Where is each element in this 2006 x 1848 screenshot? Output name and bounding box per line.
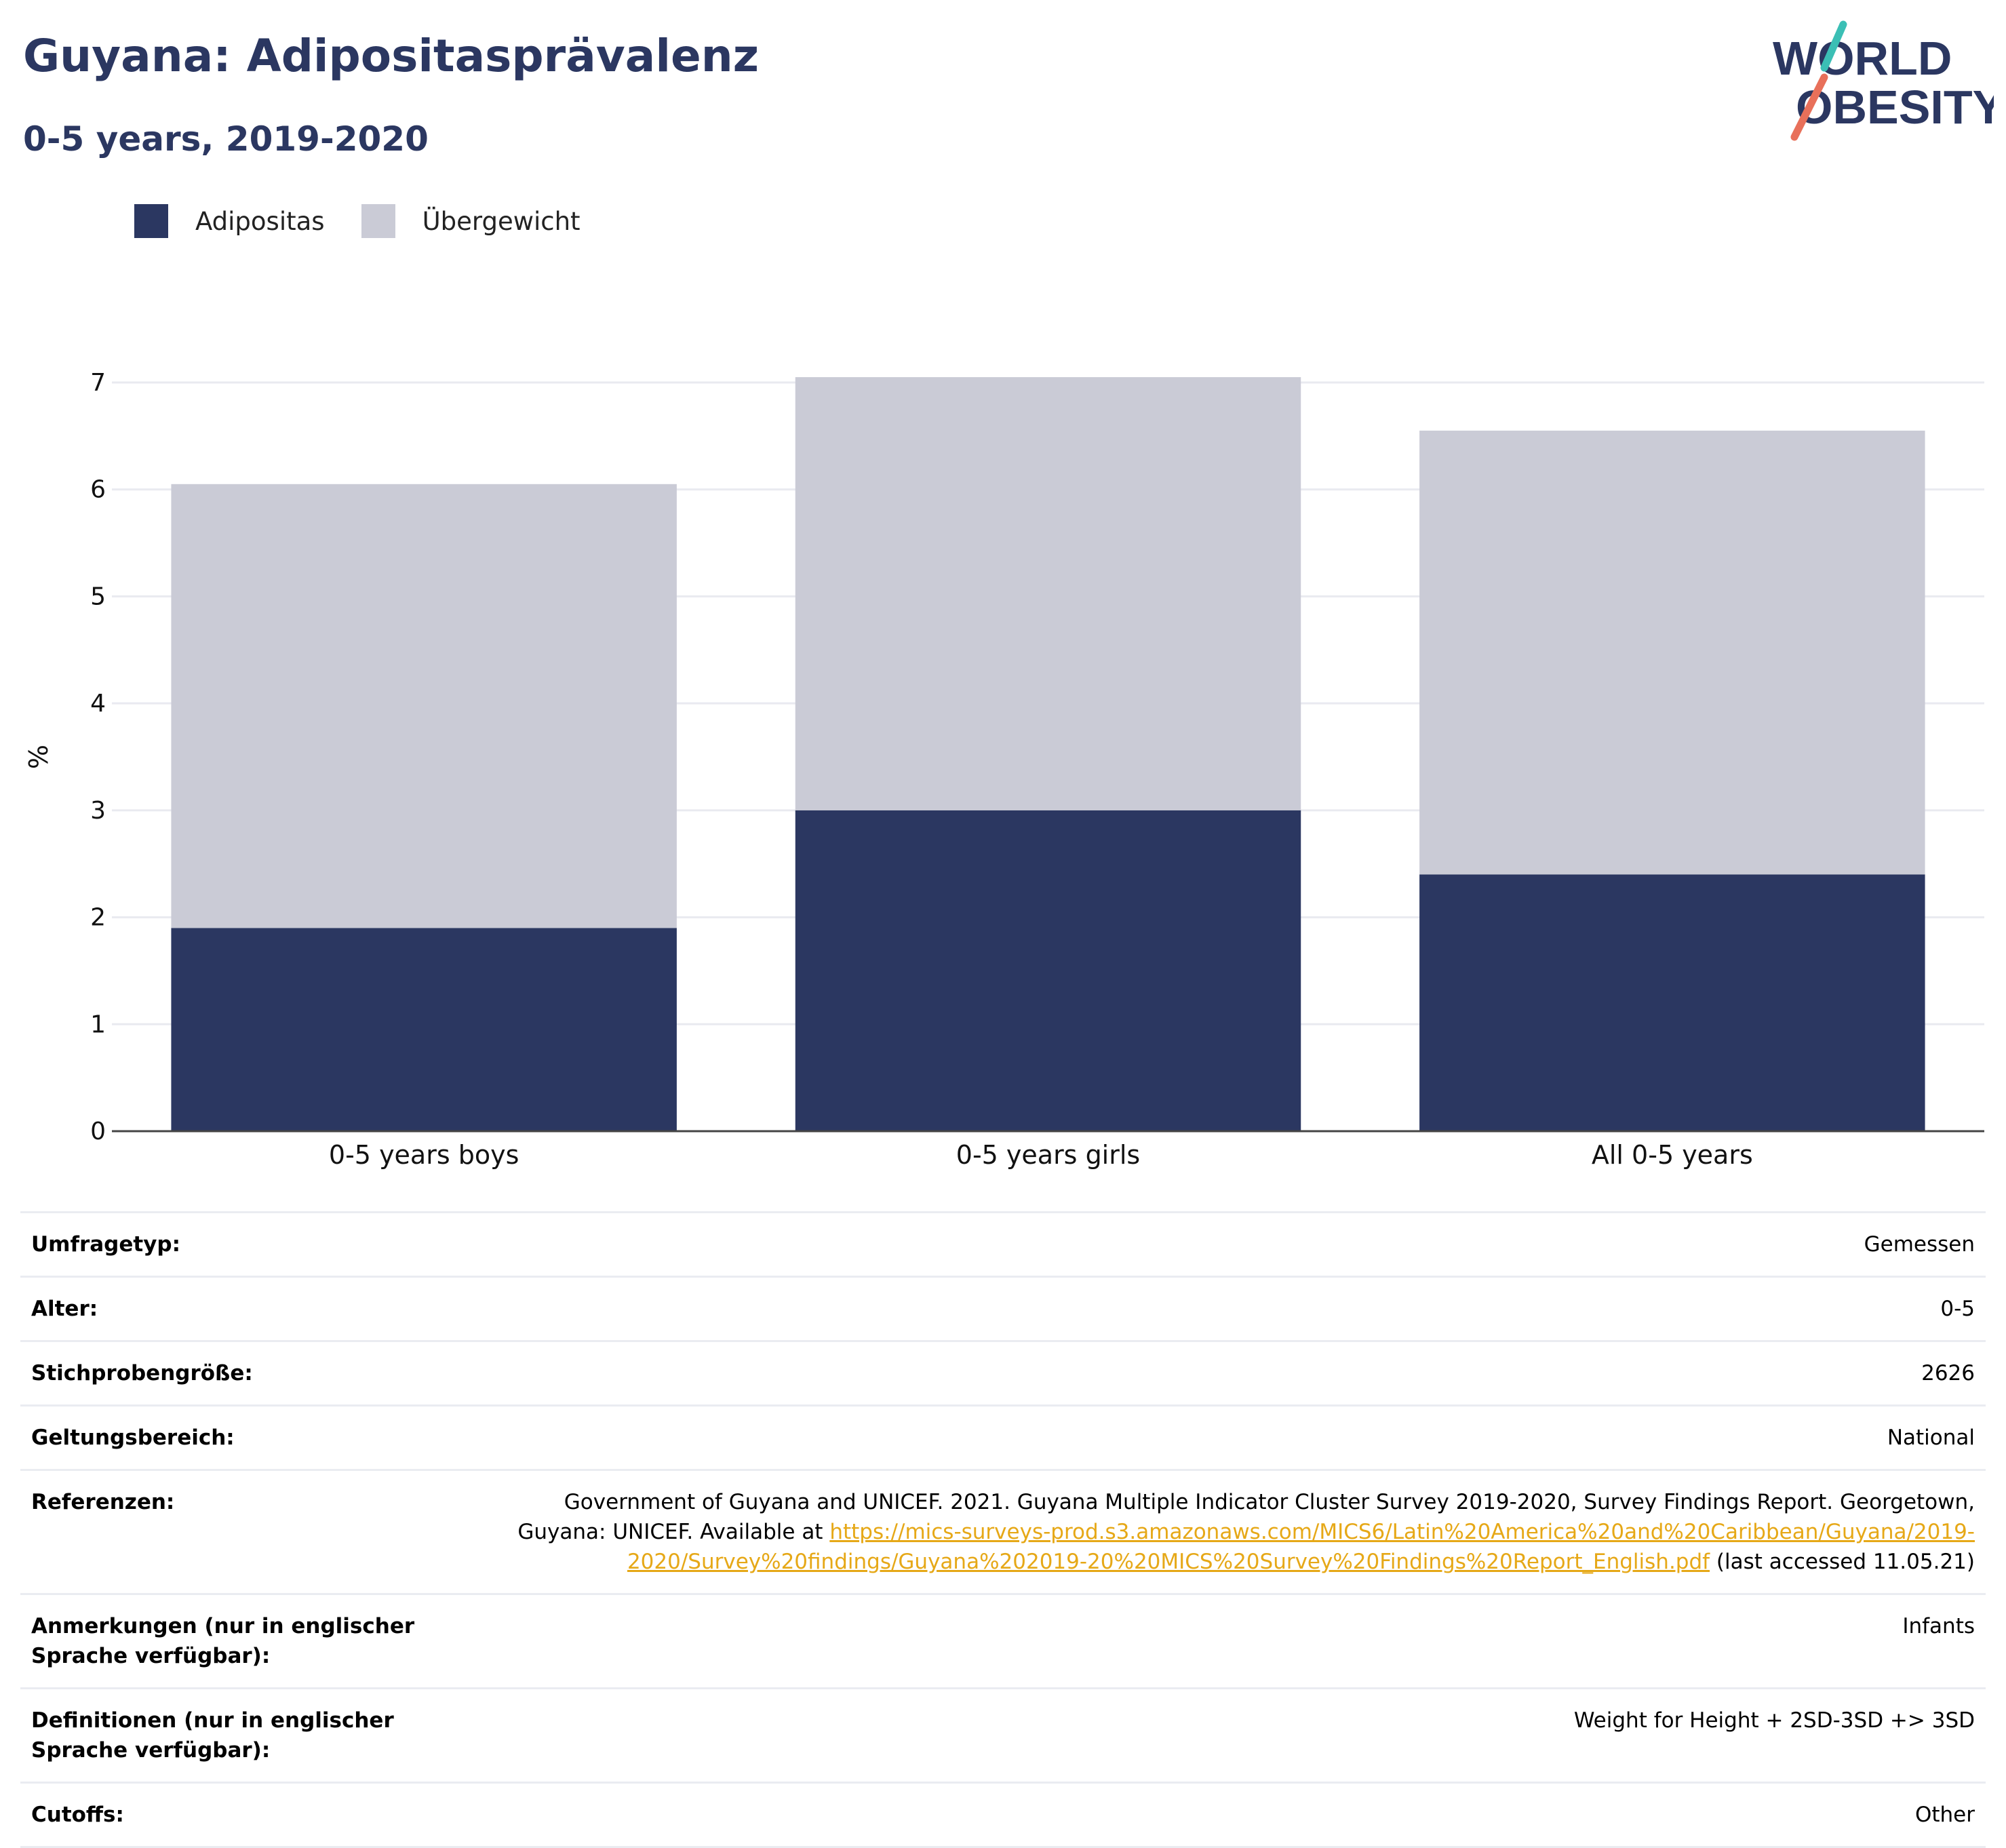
legend: Adipositas Übergewicht [134, 201, 617, 241]
y-tick-label: 3 [90, 797, 106, 825]
info-row-coverage: Geltungsbereich: National [20, 1404, 1986, 1471]
info-row-notes: Anmerkungen (nur in englischer Sprache v… [20, 1593, 1986, 1689]
reference-text-after: (last accessed 11.05.21) [1710, 1550, 1975, 1574]
y-tick-label: 1 [90, 1010, 106, 1038]
info-label: Cutoffs: [20, 1782, 503, 1848]
info-value: 0-5 [503, 1276, 1986, 1342]
info-value: 2626 [503, 1340, 1986, 1407]
logo-slash-top [1820, 20, 1847, 72]
chart-title: Guyana: Adipositasprävalenz [23, 30, 760, 82]
x-tick-label: All 0-5 years [1592, 1140, 1753, 1170]
logo-text-line2: OBESITY [1796, 81, 1994, 134]
info-row-references: Referenzen: Government of Guyana and UNI… [20, 1469, 1986, 1595]
info-label: Alter: [20, 1276, 503, 1342]
reference-link[interactable]: https://mics-surveys-prod.s3.amazonaws.c… [627, 1520, 1975, 1574]
legend-swatch-uebergewicht [361, 204, 395, 238]
reference-text: Government of Guyana and UNICEF. 2021. G… [503, 1469, 1986, 1595]
bar-uebergewicht [171, 484, 677, 928]
legend-label-adipositas: Adipositas [195, 206, 325, 236]
reference-text-before: Government of Guyana and UNICEF. 2021. G… [517, 1490, 1975, 1544]
legend-swatch-adipositas [134, 204, 168, 238]
y-tick-label: 6 [90, 476, 106, 504]
bar-adipositas [171, 928, 677, 1131]
info-row-sample-size: Stichprobengröße: 2626 [20, 1340, 1986, 1407]
info-value: Weight for Height + 2SD-3SD +> 3SD [503, 1687, 1986, 1784]
y-tick-label: 2 [90, 904, 106, 932]
bar-uebergewicht [1419, 430, 1925, 875]
legend-item-uebergewicht[interactable]: Übergewicht [361, 204, 581, 238]
info-label: Anmerkungen (nur in englischer Sprache v… [20, 1593, 503, 1689]
stacked-bar-chart: 0 1 2 3 4 5 6 7% 0-5 years boys 0-5 years girls Al… [24, 369, 1984, 1170]
info-label: Referenzen: [20, 1469, 503, 1595]
y-tick-label: 4 [90, 690, 106, 717]
bar-adipositas [1419, 874, 1925, 1131]
info-label: Umfragetyp: [20, 1211, 503, 1278]
info-value: Other [503, 1782, 1986, 1848]
info-table: Umfragetyp: Gemessen Alter: 0-5 Stichpro… [20, 1211, 1986, 1848]
legend-label-uebergewicht: Übergewicht [422, 206, 581, 236]
info-label: Stichprobengröße: [20, 1340, 503, 1407]
world-obesity-logo[interactable]: WORLD OBESITY [1763, 20, 1994, 142]
bar-uebergewicht [795, 377, 1301, 810]
info-row-cutoffs: Cutoffs: Other [20, 1782, 1986, 1848]
y-axis-label: % [24, 745, 54, 769]
x-tick-label: 0-5 years boys [329, 1140, 519, 1170]
y-tick-label: 0 [90, 1118, 106, 1145]
info-value: Infants [503, 1593, 1986, 1689]
info-row-definitions: Definitionen (nur in englischer Sprache … [20, 1687, 1986, 1784]
y-tick-label: 5 [90, 583, 106, 610]
logo-slash-bottom [1790, 73, 1828, 141]
chart-subtitle: 0-5 years, 2019-2020 [23, 119, 429, 159]
info-row-survey-type: Umfragetyp: Gemessen [20, 1211, 1986, 1278]
info-label: Geltungsbereich: [20, 1404, 503, 1471]
x-tick-label: 0-5 years girls [956, 1140, 1140, 1170]
bar-adipositas [795, 810, 1301, 1131]
info-value: National [503, 1404, 1986, 1471]
legend-item-adipositas[interactable]: Adipositas [134, 204, 325, 238]
info-label: Definitionen (nur in englischer Sprache … [20, 1687, 503, 1784]
logo-text-line1: WORLD [1773, 32, 1952, 85]
y-tick-label: 7 [90, 369, 106, 397]
info-value: Gemessen [503, 1211, 1986, 1278]
info-row-age: Alter: 0-5 [20, 1276, 1986, 1342]
